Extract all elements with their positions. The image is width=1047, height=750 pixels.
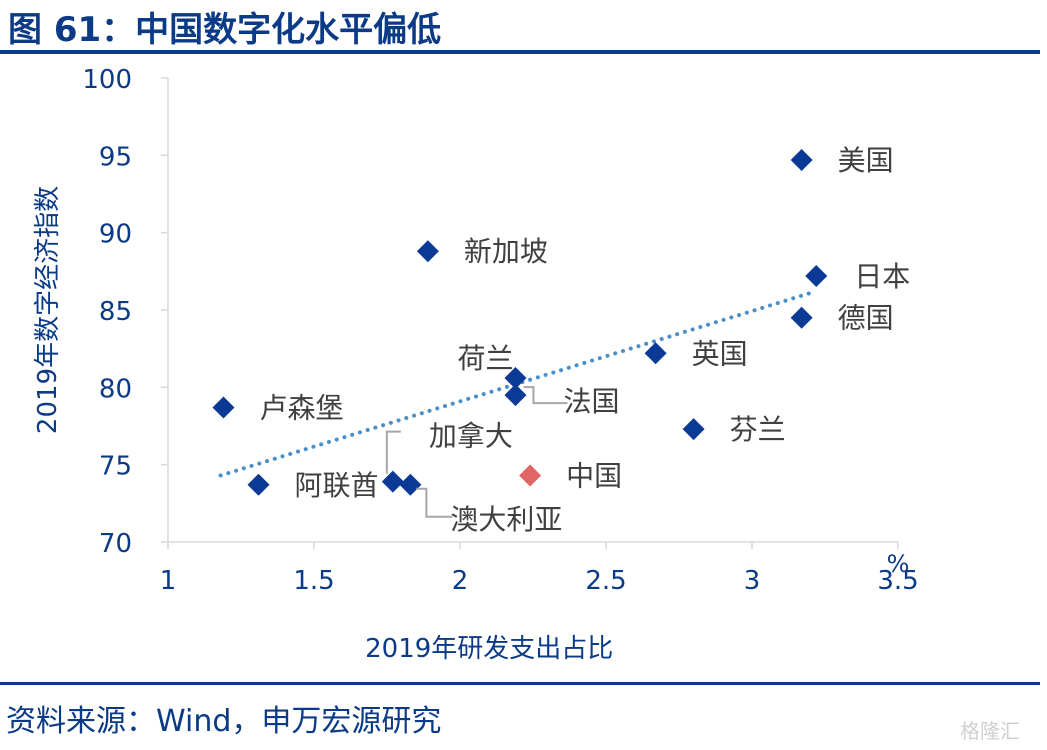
y-tick-label: 75 bbox=[99, 452, 132, 482]
y-tick-label: 100 bbox=[82, 65, 132, 95]
point-label: 芬兰 bbox=[730, 413, 786, 446]
scatter-chart: 70 75 80 85 90 95 100 1 1.5 2 2.5 3 3.5 2019年研发支出占比 20… bbox=[33, 65, 919, 664]
data-point-marker bbox=[790, 148, 813, 171]
point-label: 荷兰 bbox=[457, 342, 513, 375]
points-group bbox=[212, 148, 828, 496]
y-tick-label: 95 bbox=[99, 142, 132, 172]
point-label: 卢森堡 bbox=[259, 391, 343, 424]
chart-axes: 70 75 80 85 90 95 100 1 1.5 2 2.5 3 3.5 2019年研发支出占比 20… bbox=[33, 65, 919, 664]
x-tick-label: 2 bbox=[452, 566, 469, 596]
y-tick-label: 70 bbox=[99, 529, 132, 559]
point-label: 法国 bbox=[563, 385, 619, 418]
x-axis-unit: % bbox=[887, 550, 910, 578]
data-point-marker bbox=[790, 306, 813, 329]
x-tick-label: 3.5 bbox=[877, 566, 918, 596]
point-label: 加拿大 bbox=[429, 420, 513, 453]
data-point-marker bbox=[416, 240, 439, 263]
point-label: 日本 bbox=[854, 260, 910, 293]
point-label: 中国 bbox=[566, 459, 622, 492]
x-tick-label: 2.5 bbox=[585, 566, 626, 596]
source-rule bbox=[0, 682, 1040, 685]
data-point-marker bbox=[399, 473, 422, 496]
data-point-marker bbox=[805, 264, 828, 287]
data-point-marker bbox=[212, 396, 235, 419]
label-leader-line bbox=[416, 487, 453, 518]
data-point-marker bbox=[644, 342, 667, 365]
source-note: 资料来源：Wind，申万宏源研究 bbox=[6, 704, 442, 739]
data-point-marker bbox=[247, 473, 270, 496]
data-point-marker bbox=[381, 470, 404, 493]
label-leader-line bbox=[523, 386, 568, 405]
figure-title: 图 61：中国数字化水平偏低 bbox=[8, 10, 442, 50]
data-point-highlight bbox=[519, 464, 542, 487]
x-tick-label: 3 bbox=[744, 566, 761, 596]
y-tick-label: 85 bbox=[99, 297, 132, 327]
point-label: 澳大利亚 bbox=[450, 503, 562, 536]
y-tick-label: 80 bbox=[99, 374, 132, 404]
data-point-marker bbox=[682, 418, 705, 441]
x-tick-label: 1.5 bbox=[293, 566, 334, 596]
data-point-marker bbox=[504, 367, 527, 390]
title-rule bbox=[0, 50, 1040, 54]
data-point-marker bbox=[504, 384, 527, 407]
x-tick-label: 1 bbox=[160, 566, 177, 596]
label-leader-line bbox=[385, 430, 401, 474]
y-axis-label: 2019年数字经济指数 bbox=[33, 186, 63, 434]
point-label: 英国 bbox=[692, 337, 748, 370]
y-tick-label: 90 bbox=[99, 220, 132, 250]
x-axis-label: 2019年研发支出占比 bbox=[365, 634, 613, 664]
point-label: 阿联酋 bbox=[295, 469, 379, 502]
point-label: 美国 bbox=[838, 144, 894, 177]
watermark: 格隆汇 bbox=[960, 719, 1020, 743]
point-label: 德国 bbox=[838, 302, 894, 335]
point-label: 新加坡 bbox=[464, 235, 548, 268]
